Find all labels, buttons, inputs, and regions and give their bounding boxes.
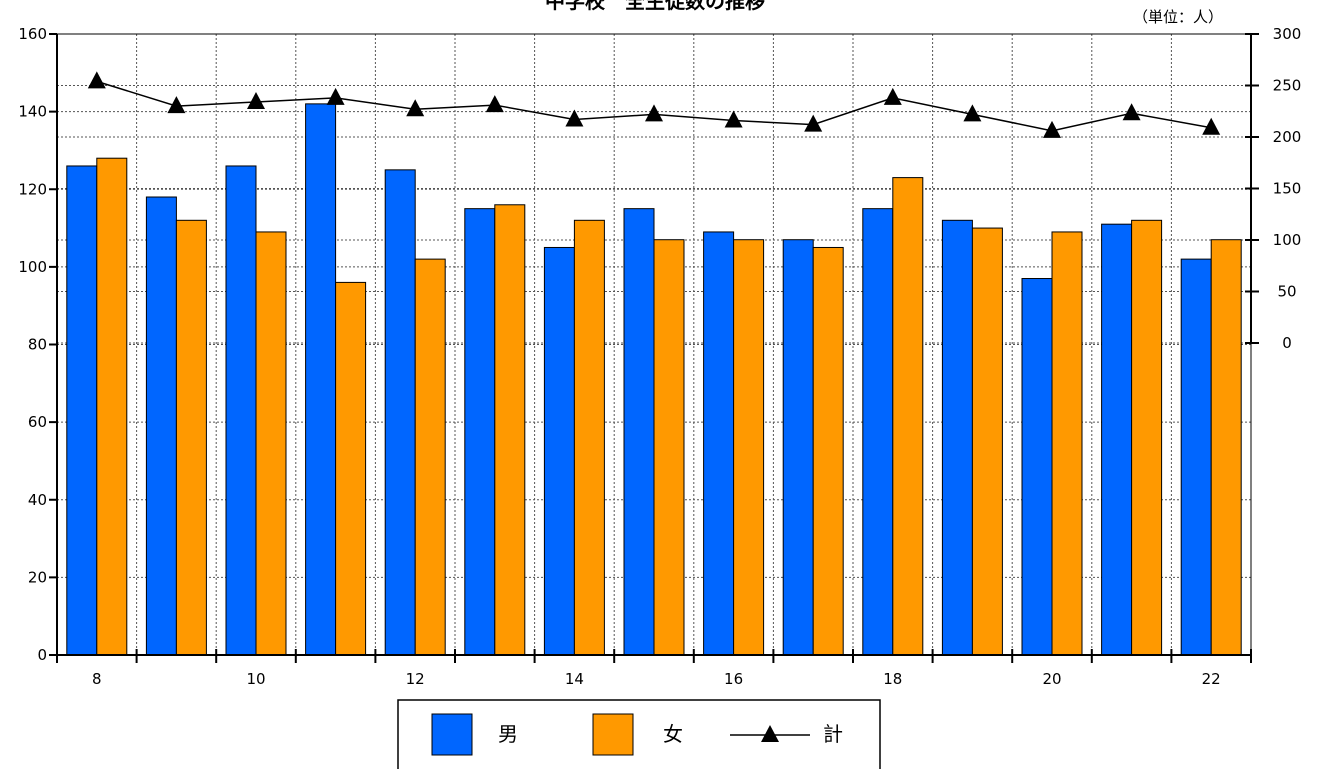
right-tick-label: 300 [1273,25,1302,43]
bar-female [1051,231,1083,656]
bar-female [255,231,287,656]
total-marker [1202,117,1221,135]
left-tick-label: 40 [28,491,47,509]
bars [66,103,1242,656]
bar-male [941,219,973,656]
legend-label-male: 男 [498,722,518,746]
right-tick-label: 200 [1273,128,1302,146]
left-tick-label: 0 [37,646,47,664]
left-tick-label: 80 [28,336,47,354]
total-marker [1043,120,1061,138]
bar-female [1131,219,1163,656]
bar-female [335,281,367,656]
bar-female [892,177,924,656]
total-marker [326,87,345,105]
legend-swatch-male [431,713,473,756]
chart-title: 中学校 全生徒数の推移 [545,0,765,13]
bar-male [464,208,496,656]
total-marker [485,95,504,113]
bar-male [225,165,257,656]
total-marker [883,87,902,105]
x-tick-label: 22 [1202,670,1221,688]
right-tick-label: 150 [1273,180,1302,198]
bar-female [573,219,605,656]
bar-male [305,103,337,656]
bar-female [812,246,844,656]
left-tick-label: 160 [18,25,47,43]
bar-female [414,258,446,656]
total-line-series [87,71,1221,138]
legend-label-total: 計 [823,722,843,746]
bar-female [1210,239,1242,656]
left-tick-label: 60 [28,413,47,431]
left-tick-label: 140 [18,103,47,121]
legend-swatch-female [592,713,634,756]
total-marker [1122,103,1141,121]
bar-male [703,231,735,656]
x-tick-label: 8 [92,670,102,688]
bar-male [862,208,894,656]
right-tick-label: 0 [1282,334,1292,352]
bar-male [782,239,814,656]
total-marker [167,96,186,114]
total-marker [87,71,106,89]
bar-male [66,165,98,656]
bar-male [1180,258,1212,656]
left-tick-label: 100 [18,258,47,276]
total-marker [247,91,265,109]
left-tick-label: 20 [28,568,47,586]
legend-label-female: 女 [663,722,683,746]
legend: 男女計 [397,699,881,769]
total-marker [963,104,982,122]
bar-female [175,219,207,656]
axes: 0 20 40 60 80 100 120 140 160 0 50 100 150 200 250 300 8… [18,25,1301,688]
bar-female [96,157,128,656]
bar-male [543,246,575,656]
right-tick-label: 250 [1273,77,1302,95]
x-tick-label: 18 [883,670,902,688]
bar-female [494,204,526,656]
x-tick-label: 12 [406,670,425,688]
x-tick-label: 20 [1042,670,1061,688]
bar-male [384,169,416,656]
x-tick-label: 10 [246,670,265,688]
bar-male [623,208,655,656]
right-tick-label: 50 [1277,283,1296,301]
total-marker [724,110,743,128]
x-tick-label: 14 [565,670,584,688]
total-marker [565,109,584,127]
total-marker [645,104,663,122]
bar-male [1021,278,1053,656]
bar-male [145,196,177,656]
total-marker [804,114,823,132]
legend-marker-total [761,725,779,742]
bar-female [971,227,1003,656]
left-tick-label: 120 [18,180,47,198]
bar-female [733,239,765,656]
x-tick-label: 16 [724,670,743,688]
unit-note: （単位：人） [1133,8,1223,26]
legend-box [397,699,881,769]
bar-male [1101,223,1133,656]
total-marker [406,99,425,117]
right-tick-label: 100 [1273,231,1302,249]
bar-female [653,239,685,656]
